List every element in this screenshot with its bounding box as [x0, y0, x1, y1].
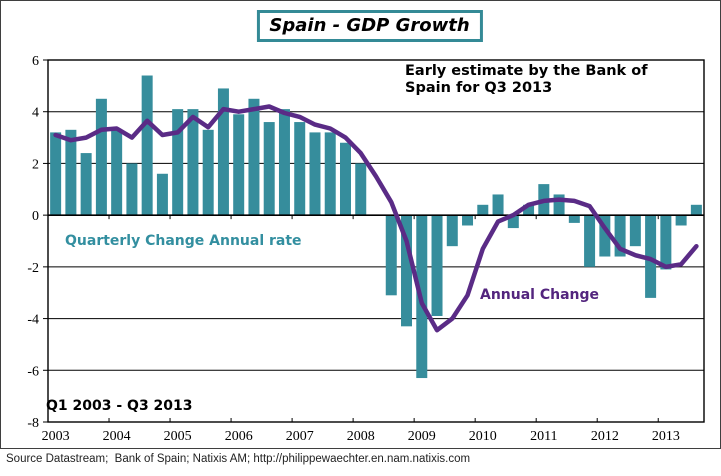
x-tick-label: 2009	[408, 429, 436, 444]
bar	[599, 215, 611, 257]
bar	[690, 204, 702, 216]
bar	[309, 132, 321, 216]
x-tick-label: 2012	[591, 429, 619, 444]
bar	[294, 122, 306, 216]
bar	[248, 98, 260, 216]
bar	[95, 98, 107, 216]
period-label: Q1 2003 - Q3 2013	[46, 398, 193, 414]
y-tick-label: 4	[32, 106, 39, 121]
bar	[553, 194, 565, 216]
bar	[278, 109, 290, 216]
x-tick-label: 2008	[347, 429, 375, 444]
x-tick-label: 2003	[42, 429, 70, 444]
bar	[141, 75, 153, 216]
bar	[446, 215, 458, 247]
source-footer: Source Datastream; Bank of Spain; Natixi…	[6, 453, 471, 465]
bar	[111, 129, 123, 216]
x-tick-label: 2007	[286, 429, 314, 444]
plot-border	[47, 59, 705, 423]
x-tick-label: 2005	[164, 429, 192, 444]
bar	[187, 109, 199, 216]
x-tick-label: 2006	[225, 429, 253, 444]
y-tick-label: 6	[32, 54, 39, 69]
bar	[172, 109, 184, 216]
x-tick-label: 2011	[530, 429, 557, 444]
early-estimate-annotation: Early estimate by the Bank of Spain for …	[405, 63, 648, 96]
bar	[385, 215, 397, 296]
bar	[675, 215, 687, 226]
bar	[568, 215, 580, 223]
line-series-label: Annual Change	[480, 287, 600, 303]
bar	[355, 163, 367, 216]
y-tick-label: 2	[32, 157, 39, 172]
bar	[492, 194, 504, 216]
y-tick-label: -4	[27, 313, 39, 328]
bar	[65, 129, 77, 216]
bar	[324, 132, 336, 216]
x-tick-label: 2010	[469, 429, 497, 444]
chart-title: Spain - GDP Growth	[256, 10, 483, 42]
bar	[126, 163, 138, 216]
bar	[202, 129, 214, 216]
bar	[614, 215, 626, 257]
x-tick-label: 2013	[652, 429, 680, 444]
y-tick-label: 0	[32, 209, 39, 224]
bar	[645, 215, 657, 298]
bar	[462, 215, 474, 226]
bar	[217, 88, 229, 216]
annual-change-line	[53, 104, 699, 333]
y-tick-label: -2	[27, 261, 39, 276]
bar	[263, 122, 275, 216]
bar	[50, 132, 62, 216]
bar	[431, 215, 443, 316]
bar-series-label: Quarterly Change Annual rate	[65, 233, 302, 249]
bar	[233, 114, 245, 216]
bar	[339, 142, 351, 216]
bar	[507, 215, 519, 229]
bar	[156, 173, 168, 216]
bar	[477, 204, 489, 216]
x-tick-label: 2004	[103, 429, 131, 444]
bar	[584, 215, 596, 267]
y-tick-label: -8	[27, 416, 39, 431]
bar	[80, 153, 92, 216]
chart-frame: 6 4 2 0 -2 -4 -6 -8 2003 2004 2005 2006 2007 2008 2009…	[0, 0, 721, 449]
bar	[523, 204, 535, 216]
y-tick-label: -6	[27, 364, 39, 379]
bar	[660, 215, 672, 270]
bar	[629, 215, 641, 247]
bar	[401, 215, 413, 327]
